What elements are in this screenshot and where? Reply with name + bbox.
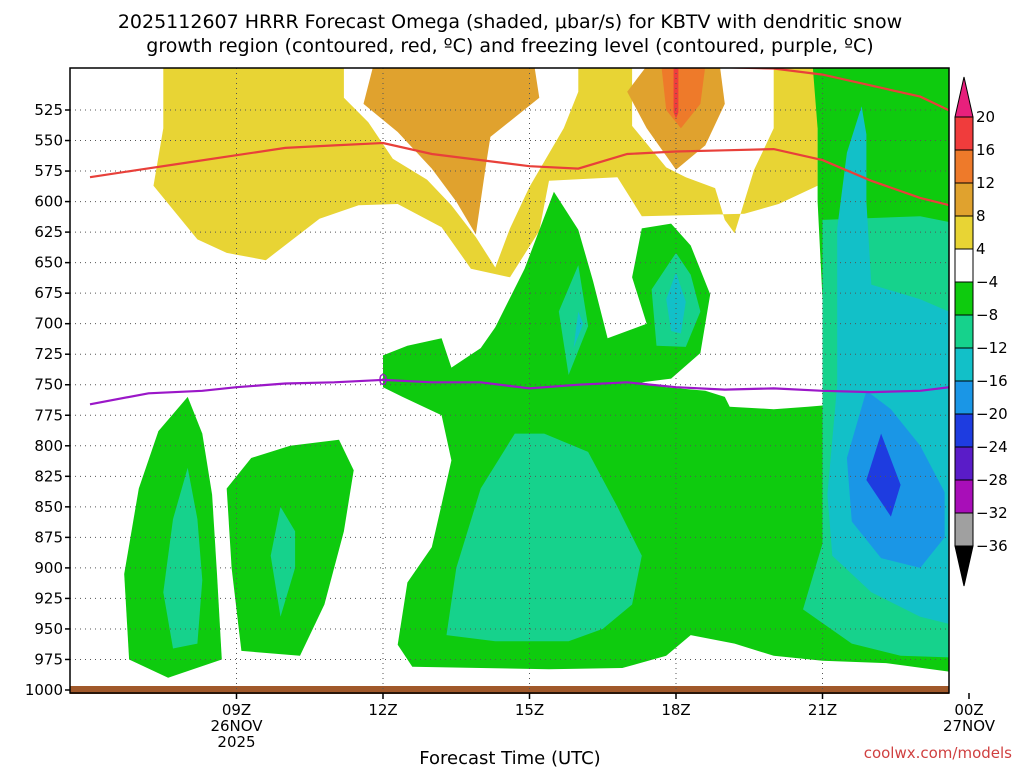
colorbar-top-arrow — [954, 76, 974, 118]
y-tick-label-7: 700 — [34, 315, 63, 333]
colorbar-label-10: −24 — [976, 438, 1008, 456]
y-tick-label-3: 600 — [34, 193, 63, 211]
colorbar-label-11: −28 — [976, 471, 1008, 489]
y-tick-label-17: 950 — [34, 620, 63, 638]
x-tick-label-0-1: 26NOV — [210, 717, 263, 735]
colorbar: 20 16 12 8 4 −4 −8 −12 −16 −20 −24 −28 −32 −36 — [954, 76, 1008, 587]
colorbar-swatch-11 — [954, 446, 974, 481]
colorbar-label-9: −20 — [976, 405, 1008, 423]
colorbar-label-1: 16 — [976, 141, 995, 159]
y-tick-label-9: 750 — [34, 376, 63, 394]
y-tick-label-2: 575 — [34, 162, 63, 180]
x-axis-label: Forecast Time (UTC) — [419, 748, 600, 768]
colorbar-label-8: −16 — [976, 372, 1008, 390]
omega-shading-layer — [124, 68, 1018, 678]
omega-region-13 — [446, 433, 642, 642]
omega-region-3 — [661, 68, 706, 129]
y-tick-label-8: 725 — [34, 345, 63, 363]
colorbar-label-5: −4 — [976, 273, 998, 291]
y-tick-label-4: 625 — [34, 223, 63, 241]
y-tick-label-0: 525 — [34, 101, 63, 119]
terrain-strip — [70, 686, 949, 694]
x-tick-label-3-0: 18Z — [661, 701, 690, 719]
colorbar-label-12: −32 — [976, 504, 1008, 522]
colorbar-bottom-arrow — [954, 545, 974, 587]
y-axis: 525 550 575 600 625 650 675 700 725 750 775 800 825 8… — [25, 101, 70, 699]
x-tick-label-2-0: 15Z — [515, 701, 544, 719]
omega-region-21 — [866, 433, 901, 517]
y-tick-label-14: 875 — [34, 528, 63, 546]
omega-region-11 — [558, 265, 589, 375]
colorbar-swatch-1 — [954, 116, 974, 151]
y-tick-label-6: 675 — [34, 284, 63, 302]
colorbar-label-6: −8 — [976, 306, 998, 324]
y-tick-label-18: 975 — [34, 650, 63, 668]
colorbar-swatch-5 — [954, 248, 974, 283]
x-tick-label-5-1: 27NOV — [943, 717, 996, 735]
colorbar-label-0: 20 — [976, 108, 995, 126]
colorbar-label-2: 12 — [976, 174, 995, 192]
x-tick-label-0-2: 2025 — [217, 733, 255, 751]
x-tick-label-1-0: 12Z — [368, 701, 397, 719]
plot-area: 0 — [69, 67, 1018, 694]
colorbar-label-3: 8 — [976, 207, 986, 225]
y-tick-label-19: 1000 — [25, 681, 63, 699]
y-tick-label-5: 650 — [34, 254, 63, 272]
colorbar-swatch-2 — [954, 149, 974, 184]
y-tick-label-13: 850 — [34, 498, 63, 516]
y-tick-label-10: 775 — [34, 406, 63, 424]
dgz-contour-0 — [89, 141, 949, 207]
colorbar-swatch-12 — [954, 479, 974, 514]
grid-layer — [70, 68, 949, 693]
colorbar-swatch-13 — [954, 512, 974, 547]
freezing-level-line — [89, 378, 949, 406]
y-tick-label-1: 550 — [34, 132, 63, 150]
chart-title-line-2: growth region (contoured, red, ºC) and f… — [146, 35, 873, 57]
x-tick-label-0-0: 09Z — [222, 701, 251, 719]
y-tick-label-15: 900 — [34, 559, 63, 577]
colorbar-swatch-7 — [954, 314, 974, 349]
omega-region-9 — [163, 467, 203, 649]
omega-region-10 — [270, 506, 296, 617]
omega-region-16 — [666, 272, 686, 334]
y-tick-label-11: 800 — [34, 437, 63, 455]
colorbar-label-4: 4 — [976, 240, 986, 258]
x-tick-label-5-0: 00Z — [954, 701, 983, 719]
omega-region-15 — [573, 311, 584, 349]
freezing-level-label: 0 — [378, 371, 388, 389]
omega-region-22 — [1003, 623, 1018, 657]
colorbar-swatch-10 — [954, 413, 974, 448]
omega-region-20 — [984, 611, 1018, 660]
x-tick-label-4-0: 21Z — [808, 701, 837, 719]
colorbar-swatch-6 — [954, 281, 974, 316]
plot-frame — [69, 67, 950, 694]
colorbar-swatch-4 — [954, 215, 974, 250]
chart-title-line-1: 2025112607 HRRR Forecast Omega (shaded, … — [118, 11, 902, 33]
colorbar-swatch-3 — [954, 182, 974, 217]
colorbar-label-7: −12 — [976, 339, 1008, 357]
colorbar-swatch-9 — [954, 380, 974, 415]
colorbar-swatch-8 — [954, 347, 974, 382]
omega-region-0 — [153, 68, 818, 278]
y-tick-label-16: 925 — [34, 589, 63, 607]
y-tick-label-12: 825 — [34, 467, 63, 485]
colorbar-label-13: −36 — [976, 537, 1008, 555]
credit-text: coolwx.com/models — [864, 744, 1012, 762]
